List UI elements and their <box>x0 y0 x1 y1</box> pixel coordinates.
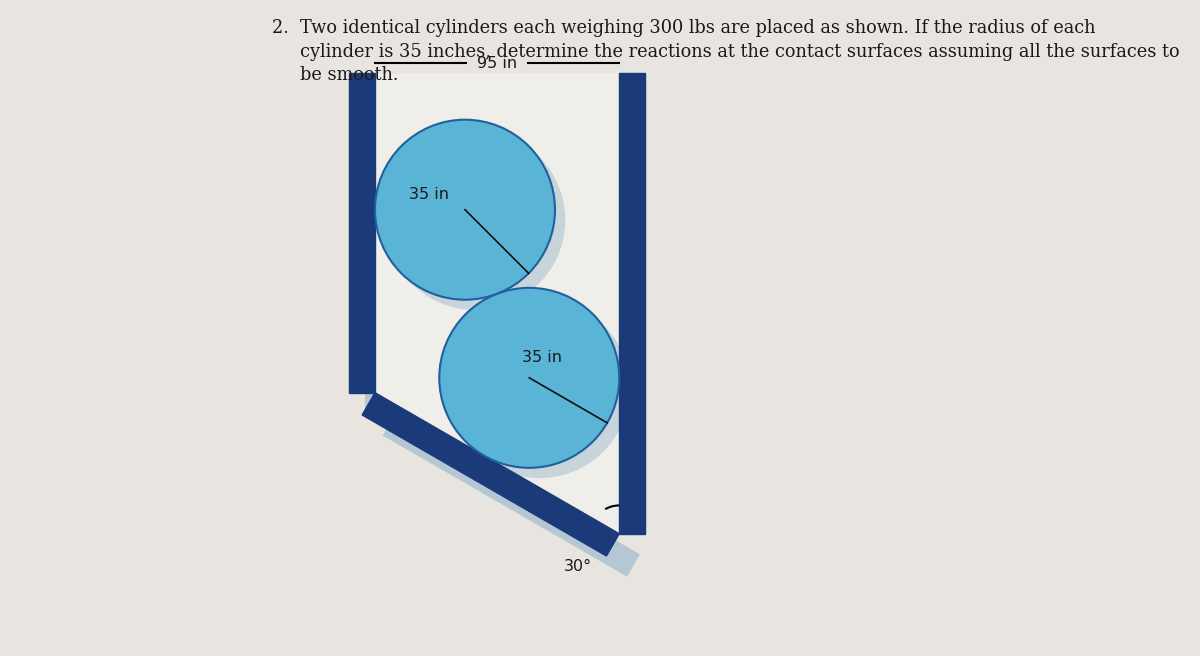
Polygon shape <box>383 413 640 577</box>
Circle shape <box>385 130 565 310</box>
Text: 30°: 30° <box>564 560 593 575</box>
Text: 2.  Two identical cylinders each weighing 300 lbs are placed as shown. If the ra: 2. Two identical cylinders each weighing… <box>272 20 1096 37</box>
Text: 35 in: 35 in <box>409 187 449 202</box>
Polygon shape <box>349 73 374 393</box>
Polygon shape <box>362 393 619 556</box>
Text: be smooth.: be smooth. <box>272 66 398 84</box>
Circle shape <box>374 119 554 300</box>
Polygon shape <box>619 73 646 534</box>
Text: 35 in: 35 in <box>522 350 562 365</box>
Text: 95 in: 95 in <box>478 56 517 71</box>
Circle shape <box>450 298 630 478</box>
Polygon shape <box>374 73 619 534</box>
Circle shape <box>439 288 619 468</box>
Text: cylinder is 35 inches, determine the reactions at the contact surfaces assuming : cylinder is 35 inches, determine the rea… <box>272 43 1180 60</box>
Polygon shape <box>365 94 396 413</box>
